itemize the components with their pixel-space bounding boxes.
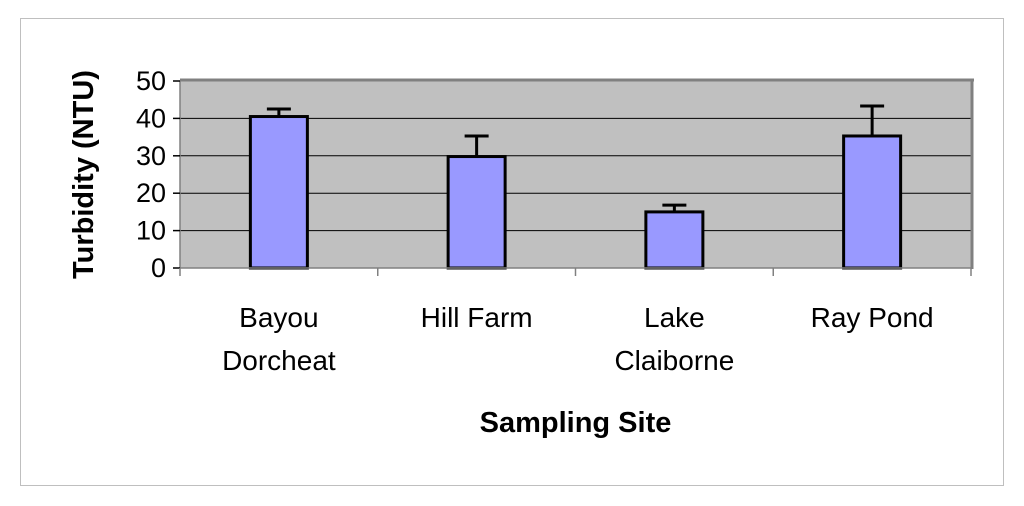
- plot-area: [179, 80, 972, 269]
- y-tick-label: 20: [136, 178, 166, 208]
- y-tick-label: 10: [136, 216, 166, 246]
- category-label-line: Dorcheat: [222, 345, 336, 376]
- category-label: Ray Pond: [811, 302, 934, 333]
- category-label-line: Hill Farm: [421, 302, 533, 333]
- y-tick-label: 0: [151, 253, 166, 283]
- category-label: Hill Farm: [421, 302, 533, 333]
- axes: [173, 78, 974, 276]
- x-category-labels: Bayou Dorcheat Hill Farm Lake Claiborne Ray P…: [222, 302, 934, 376]
- category-label-line: Ray Pond: [811, 302, 934, 333]
- bar: [842, 134, 903, 270]
- category-label-line: Bayou: [239, 302, 318, 333]
- y-tick-label: 30: [136, 141, 166, 171]
- y-tick-labels: 0 10 20 30 40 50: [136, 66, 166, 283]
- y-tick-label: 40: [136, 103, 166, 133]
- x-axis-title: Sampling Site: [480, 407, 672, 439]
- bar: [644, 210, 705, 270]
- bar: [248, 115, 309, 270]
- category-label-line: Claiborne: [614, 345, 734, 376]
- error-bars: [266, 104, 885, 212]
- bar: [446, 155, 507, 270]
- category-label-line: Lake: [644, 302, 705, 333]
- y-tick-label: 50: [136, 66, 166, 96]
- category-label: Bayou Dorcheat: [222, 302, 336, 376]
- y-axis-title: Turbidity (NTU): [68, 70, 100, 279]
- category-label: Lake Claiborne: [614, 302, 734, 376]
